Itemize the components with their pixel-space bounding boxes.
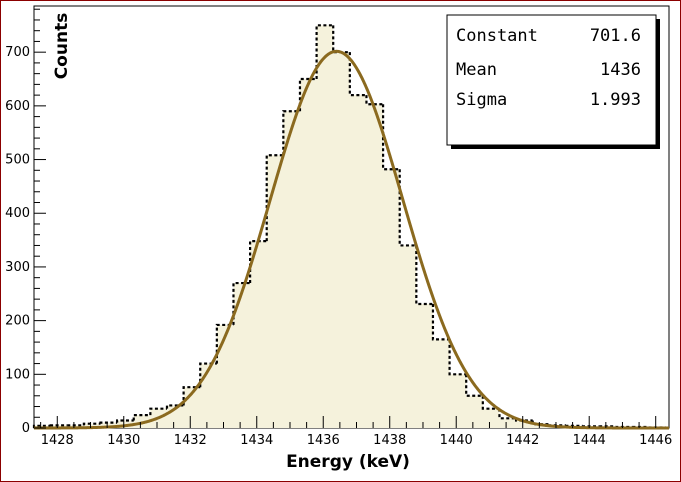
y-tick-label: 200 bbox=[5, 314, 30, 329]
stat-label-constant: Constant bbox=[456, 26, 538, 46]
x-tick-label: 1444 bbox=[573, 433, 606, 448]
x-tick-label: 1442 bbox=[506, 433, 539, 448]
y-tick-label: 500 bbox=[5, 153, 30, 168]
x-tick-label: 1434 bbox=[240, 433, 273, 448]
histogram-bin bbox=[315, 24, 334, 80]
x-tick-label: 1438 bbox=[373, 433, 406, 448]
histogram-fill bbox=[34, 25, 666, 428]
histogram-bin bbox=[481, 395, 500, 410]
x-tick-label: 1428 bbox=[41, 433, 74, 448]
histogram-bin bbox=[531, 420, 550, 426]
x-tick-label: 1440 bbox=[440, 433, 473, 448]
y-axis-title: Counts bbox=[52, 13, 72, 80]
y-tick-label: 300 bbox=[5, 260, 30, 275]
histogram-bin bbox=[215, 323, 234, 364]
y-tick-label: 700 bbox=[5, 45, 30, 60]
stat-value-mean: 1436 bbox=[600, 60, 641, 80]
histogram-bin bbox=[49, 424, 68, 427]
stat-value-constant: 701.6 bbox=[590, 26, 641, 46]
y-tick-label: 400 bbox=[5, 206, 30, 221]
gaussian-fit-curve bbox=[34, 49, 669, 430]
x-tick-label: 1432 bbox=[174, 433, 207, 448]
y-tick-label: 600 bbox=[5, 99, 30, 114]
histogram-bin bbox=[82, 422, 101, 426]
stat-value-sigma: 1.993 bbox=[590, 90, 641, 110]
stat-label-mean: Mean bbox=[456, 60, 497, 80]
stat-label-sigma: Sigma bbox=[456, 90, 507, 110]
histogram-bin bbox=[448, 339, 467, 376]
y-tick-label: 0 bbox=[22, 421, 30, 436]
histogram-bin bbox=[182, 386, 201, 406]
histogram-bin bbox=[165, 404, 184, 409]
histogram-bin bbox=[132, 414, 151, 421]
histogram-bin bbox=[149, 407, 167, 416]
histogram-bin bbox=[232, 281, 251, 325]
histogram-bin bbox=[116, 419, 134, 423]
stats-box-panel bbox=[446, 14, 657, 146]
stats-box: Constant 701.6 Mean 1436 Sigma 1.993 bbox=[446, 14, 660, 149]
histogram-bin bbox=[431, 303, 450, 341]
y-axis: 0 100 200 300 400 500 600 700 bbox=[5, 8, 46, 436]
x-axis: 1428 1430 1432 1434 1436 1438 1440 1442 1444 1446 bbox=[40, 416, 672, 448]
histogram-bin bbox=[99, 421, 118, 424]
x-tick-label: 1430 bbox=[107, 433, 140, 448]
histogram-bin bbox=[465, 374, 483, 397]
x-axis-title: Energy (keV) bbox=[286, 452, 410, 472]
x-tick-label: 1446 bbox=[639, 433, 672, 448]
y-tick-label: 100 bbox=[5, 367, 30, 382]
x-tick-label: 1436 bbox=[307, 433, 340, 448]
histogram-bin bbox=[282, 110, 300, 156]
